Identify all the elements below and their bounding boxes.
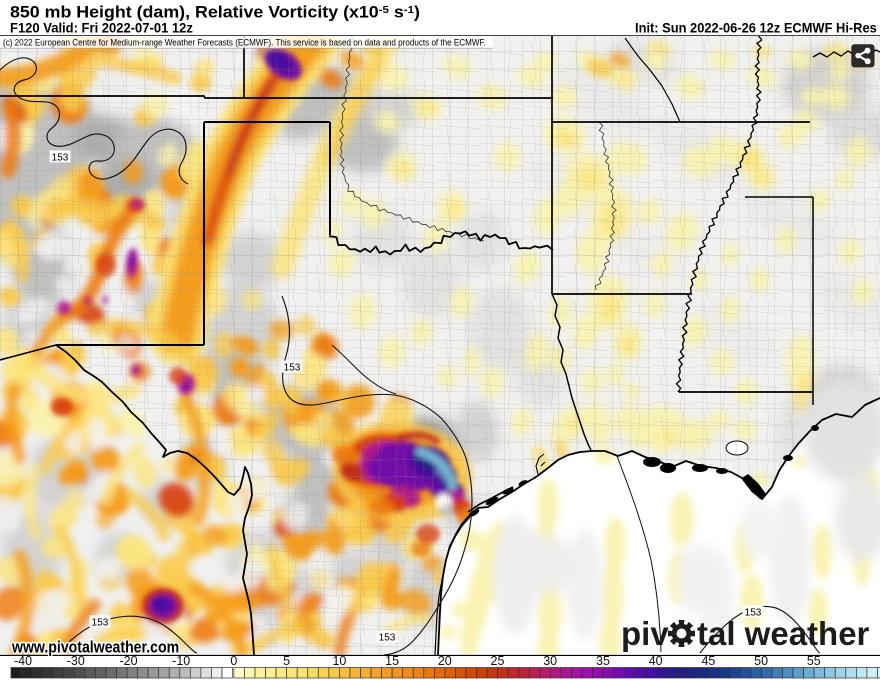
svg-text:piv: piv xyxy=(621,615,669,652)
svg-text:40: 40 xyxy=(649,654,663,668)
svg-text:30: 30 xyxy=(543,654,557,668)
svg-text:10: 10 xyxy=(332,654,346,668)
svg-text:153: 153 xyxy=(92,618,109,629)
svg-text:-10: -10 xyxy=(172,654,190,668)
svg-text:35: 35 xyxy=(596,654,610,668)
svg-text:153: 153 xyxy=(284,363,301,374)
svg-text:-20: -20 xyxy=(119,654,137,668)
svg-text:-30: -30 xyxy=(67,654,85,668)
svg-text:55: 55 xyxy=(807,654,821,668)
svg-text:45: 45 xyxy=(701,654,715,668)
svg-text:www.pivotalweather.com: www.pivotalweather.com xyxy=(11,638,179,656)
svg-text:Init: Sun 2022-06-26 12z ECMWF: Init: Sun 2022-06-26 12z ECMWF Hi-Res xyxy=(635,20,877,35)
svg-text:25: 25 xyxy=(491,654,505,668)
svg-text:153: 153 xyxy=(379,633,396,644)
svg-text:850 mb Height (dam), Relative: 850 mb Height (dam), Relative Vorticity … xyxy=(10,3,420,21)
svg-text:0: 0 xyxy=(230,654,237,668)
svg-text:-40: -40 xyxy=(14,654,32,668)
svg-text:tal weather: tal weather xyxy=(697,615,870,652)
svg-text:153: 153 xyxy=(52,153,69,164)
svg-text:20: 20 xyxy=(438,654,452,668)
svg-text:(c) 2022 European Centre for M: (c) 2022 European Centre for Medium-rang… xyxy=(3,37,486,48)
svg-text:F120 Valid: Fri 2022-07-01 12z: F120 Valid: Fri 2022-07-01 12z xyxy=(10,20,193,35)
svg-text:15: 15 xyxy=(385,654,399,668)
svg-text:153: 153 xyxy=(745,608,762,619)
svg-text:5: 5 xyxy=(283,654,290,668)
svg-text:50: 50 xyxy=(754,654,768,668)
